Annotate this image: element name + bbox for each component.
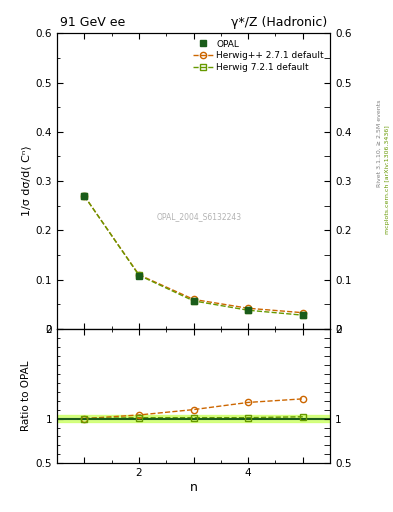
Text: mcplots.cern.ch [arXiv:1306.3436]: mcplots.cern.ch [arXiv:1306.3436]	[385, 125, 389, 233]
Y-axis label: 1/σ dσ/d⟨ Cⁿ⟩: 1/σ dσ/d⟨ Cⁿ⟩	[22, 146, 31, 217]
X-axis label: n: n	[189, 481, 198, 494]
Bar	[57, 415, 330, 422]
Y-axis label: Ratio to OPAL: Ratio to OPAL	[22, 361, 31, 432]
Text: γ*/Z (Hadronic): γ*/Z (Hadronic)	[231, 16, 327, 29]
Legend: OPAL, Herwig++ 2.7.1 default, Herwig 7.2.1 default: OPAL, Herwig++ 2.7.1 default, Herwig 7.2…	[191, 38, 326, 74]
Text: OPAL_2004_S6132243: OPAL_2004_S6132243	[156, 212, 242, 221]
Text: 91 GeV ee: 91 GeV ee	[60, 16, 125, 29]
Text: Rivet 3.1.10, ≥ 2.5M events: Rivet 3.1.10, ≥ 2.5M events	[377, 100, 382, 187]
